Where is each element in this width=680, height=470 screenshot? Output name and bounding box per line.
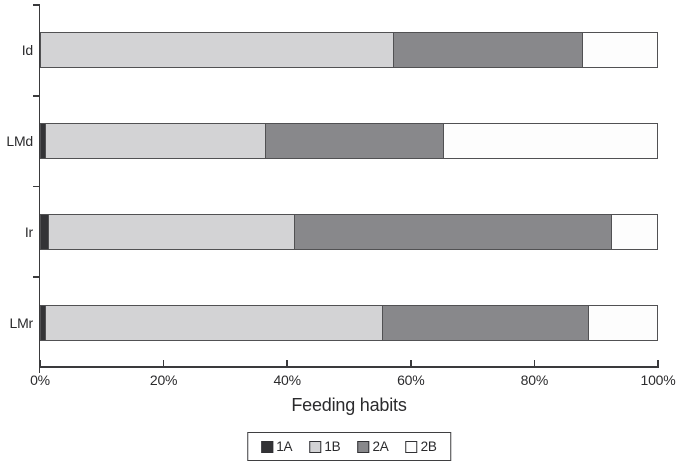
legend-item-2B: 2B xyxy=(405,439,437,454)
x-tick-label: 40% xyxy=(273,372,301,388)
bar-segment-1B xyxy=(45,305,382,340)
bar-segment-1A xyxy=(41,305,46,340)
legend-swatch-1B xyxy=(309,440,322,453)
x-axis-line xyxy=(38,366,660,368)
bar-segment-2A xyxy=(381,305,588,340)
x-axis-title: Feeding habits xyxy=(291,395,407,415)
y-tick xyxy=(32,94,40,97)
x-tick xyxy=(286,360,288,368)
y-axis-line xyxy=(38,5,41,373)
bar-segment-2B xyxy=(582,33,657,68)
bar-segment-2B xyxy=(587,305,657,340)
legend: 1A 1B 2A 2B xyxy=(247,432,451,461)
legend-item-2A: 2A xyxy=(357,439,389,454)
x-tick-label: 100% xyxy=(640,372,676,388)
legend-label: 2A xyxy=(372,439,389,454)
y-tick xyxy=(32,185,40,188)
bar-segment-2B xyxy=(611,214,657,249)
legend-swatch-1A xyxy=(261,440,274,453)
x-tick xyxy=(410,360,412,368)
category-label: LMd xyxy=(6,133,33,150)
legend-swatch-2B xyxy=(405,440,418,453)
x-tick-label: 60% xyxy=(397,372,425,388)
x-tick-label: 80% xyxy=(520,372,549,388)
bar-segment-2A xyxy=(265,124,443,159)
legend-item-1A: 1A xyxy=(261,439,293,454)
legend-label: 2B xyxy=(420,439,437,454)
category-label: Ir xyxy=(24,223,33,240)
bar-segment-1A xyxy=(41,214,48,249)
category-label: LMr xyxy=(9,314,33,331)
x-tick xyxy=(657,360,659,368)
bar-Ir xyxy=(40,213,658,250)
bar-segment-2A xyxy=(392,33,583,68)
bar-LMd xyxy=(40,123,658,160)
x-tick-label: 20% xyxy=(149,372,178,388)
bar-segment-1A xyxy=(41,124,46,159)
bar-segment-1B xyxy=(45,124,266,159)
y-tick xyxy=(32,276,40,279)
bar-segment-1B xyxy=(41,33,393,68)
legend-label: 1A xyxy=(276,439,293,454)
legend-item-1B: 1B xyxy=(309,439,341,454)
legend-swatch-2A xyxy=(357,440,370,453)
bar-Id xyxy=(40,32,658,69)
bar-LMr xyxy=(40,304,658,341)
bar-segment-1B xyxy=(47,214,294,249)
bar-segment-2A xyxy=(293,214,612,249)
x-tick xyxy=(39,360,41,368)
category-label: Id xyxy=(21,42,33,59)
x-tick xyxy=(533,360,536,368)
bar-segment-2B xyxy=(442,124,657,159)
x-tick xyxy=(162,360,165,368)
x-tick-label: 0% xyxy=(30,372,50,388)
y-tick xyxy=(32,4,40,6)
legend-label: 1B xyxy=(324,439,341,454)
